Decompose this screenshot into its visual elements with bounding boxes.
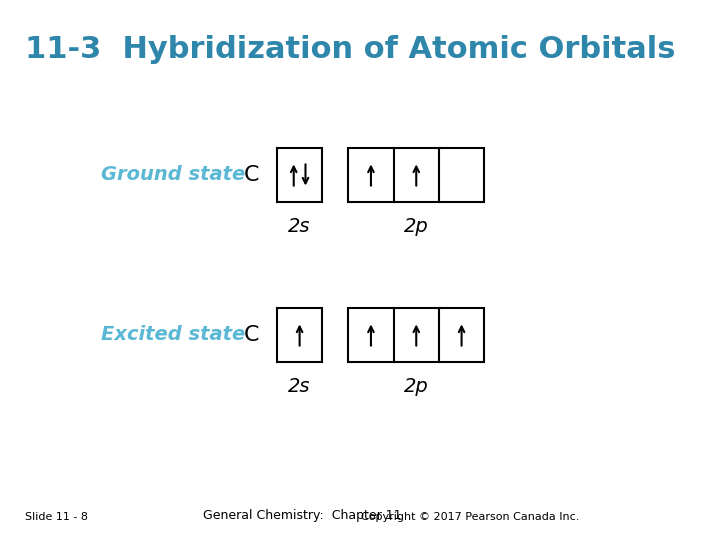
- Text: C: C: [244, 325, 259, 345]
- Text: General Chemistry:  Chapter 11: General Chemistry: Chapter 11: [203, 509, 401, 522]
- Text: Excited state: Excited state: [101, 326, 245, 345]
- Text: 2s: 2s: [288, 377, 311, 396]
- Text: Ground state: Ground state: [101, 165, 245, 185]
- FancyBboxPatch shape: [277, 148, 323, 202]
- Text: Slide 11 - 8: Slide 11 - 8: [25, 512, 88, 522]
- FancyBboxPatch shape: [348, 308, 485, 362]
- FancyBboxPatch shape: [348, 148, 485, 202]
- Text: 11-3  Hybridization of Atomic Orbitals: 11-3 Hybridization of Atomic Orbitals: [25, 35, 675, 64]
- Text: Copyright © 2017 Pearson Canada Inc.: Copyright © 2017 Pearson Canada Inc.: [361, 512, 579, 522]
- Text: 2p: 2p: [404, 217, 428, 236]
- Text: 2s: 2s: [288, 217, 311, 236]
- Text: C: C: [244, 165, 259, 185]
- Text: 2p: 2p: [404, 377, 428, 396]
- FancyBboxPatch shape: [277, 308, 323, 362]
